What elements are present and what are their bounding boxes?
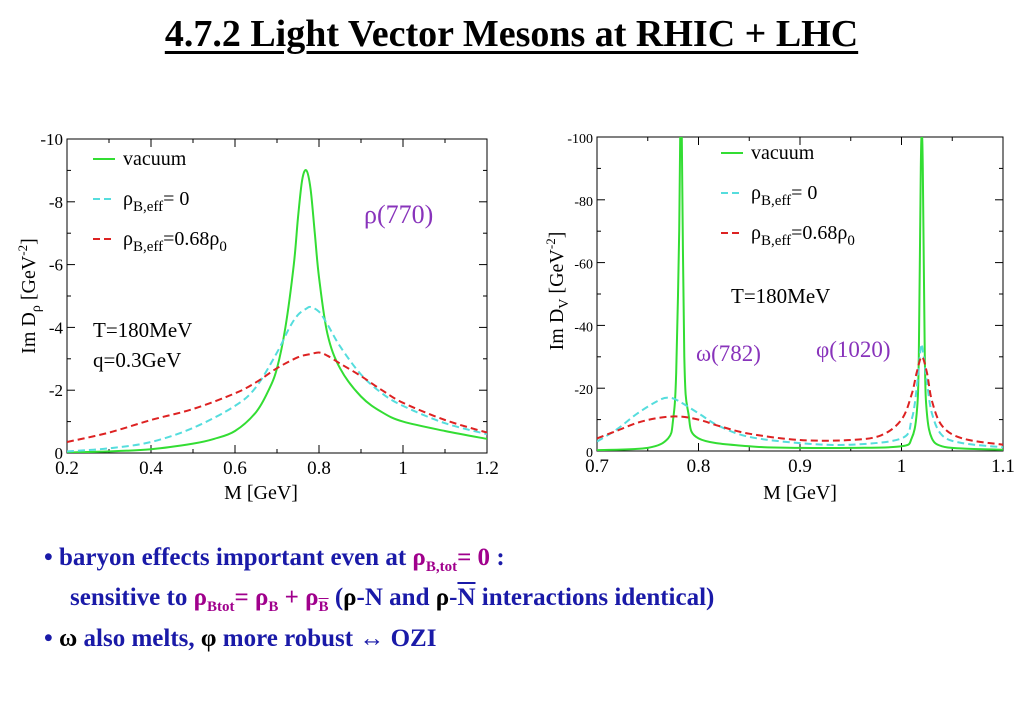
y-tick-label: -6 <box>49 256 63 275</box>
annotation-phi1020: φ(1020) <box>816 337 891 362</box>
legend-label: vacuum <box>123 148 187 170</box>
x-tick-label: 0.8 <box>687 456 711 477</box>
x-tick-label: 1.1 <box>991 456 1015 477</box>
legend-label: ρB,eff=0.68ρ0 <box>123 228 227 255</box>
y-tick-label: -8 <box>49 193 63 212</box>
y-tick-label: 0 <box>586 446 593 461</box>
x-tick-label: 0.6 <box>223 458 247 479</box>
y-axis-label: Im Dρ [GeV-2] <box>15 238 44 354</box>
chart-rho-spectral: 0.2 0.4 0.6 0.8 1 1.2 0 -2 -4 -6 -8 -10 vacuum ρB,ef… <box>15 130 499 504</box>
y-tick-label: -2 <box>49 381 63 400</box>
x-tick-label: 0.4 <box>139 458 163 479</box>
legend-label: ρB,eff= 0 <box>751 182 817 209</box>
plot-frame <box>66 138 488 454</box>
series-line-vacuum <box>67 169 487 453</box>
x-axis-label: M [GeV] <box>224 482 298 504</box>
chart-panel-rho: 0.2 0.4 0.6 0.8 1 1.2 0 -2 -4 -6 -8 -10 vacuum ρB,ef… <box>9 130 502 505</box>
y-tick-label: -20 <box>574 383 593 398</box>
x-tick-label: 1 <box>897 456 907 477</box>
y-tick-label: 0 <box>55 444 64 463</box>
legend: vacuum ρB,eff= 0 ρB,eff=0.68ρ0 <box>93 148 227 255</box>
annotation-temperature: T=180MeV <box>731 284 830 308</box>
legend: vacuum ρB,eff= 0 ρB,eff=0.68ρ0 <box>721 142 855 249</box>
annotation-omega782: ω(782) <box>696 341 761 366</box>
y-tick-label: -100 <box>567 132 593 147</box>
chart-vector-spectral: 0.7 0.8 0.9 1 1.1 0 -20 -40 -60 -80 -100 vacuum ρB,… <box>543 132 1015 504</box>
series-line-rho-zero <box>597 343 1003 449</box>
y-tick-label: -10 <box>40 131 63 149</box>
y-axis-label: Im DV [GeV-2] <box>543 232 572 351</box>
annotation-momentum: q=0.3GeV <box>93 348 181 372</box>
y-tick-label: -4 <box>49 318 64 337</box>
x-tick-label: 0.7 <box>585 456 609 477</box>
y-tick-label: -60 <box>574 258 593 273</box>
chart-panel-omega-phi: 0.7 0.8 0.9 1 1.1 0 -20 -40 -60 -80 -100 vacuum ρB,… <box>536 131 1017 505</box>
bullet-sensitivity: sensitive to ρBtot= ρB + ρB (ρ-N and ρ-N… <box>70 584 715 615</box>
slide-title: 4.7.2 Light Vector Mesons at RHIC + LHC <box>164 13 859 55</box>
x-tick-label: 0.2 <box>55 458 79 479</box>
x-axis-label: M [GeV] <box>763 482 837 504</box>
y-tick-label: -40 <box>574 320 593 335</box>
bullet-omega-phi: • ω also melts, φ more robust ↔ OZI <box>44 625 437 652</box>
series-line-rho-068 <box>597 355 1003 446</box>
annotation-rho770: ρ(770) <box>364 200 433 229</box>
y-tick-label: -80 <box>574 195 593 210</box>
legend-label: ρB,eff= 0 <box>123 188 189 215</box>
x-tick-label: 1 <box>398 458 408 479</box>
x-tick-label: 0.8 <box>307 458 331 479</box>
annotation-temperature: T=180MeV <box>93 318 192 342</box>
x-tick-label: 0.9 <box>788 456 812 477</box>
series-line-rho-zero <box>67 305 487 453</box>
x-tick-label: 1.2 <box>475 458 499 479</box>
legend-label: vacuum <box>751 142 815 164</box>
bullet-baryon-effects: • baryon effects important even at ρB,to… <box>44 544 505 575</box>
plot-area-border <box>66 138 488 454</box>
legend-label: ρB,eff=0.68ρ0 <box>751 222 855 249</box>
